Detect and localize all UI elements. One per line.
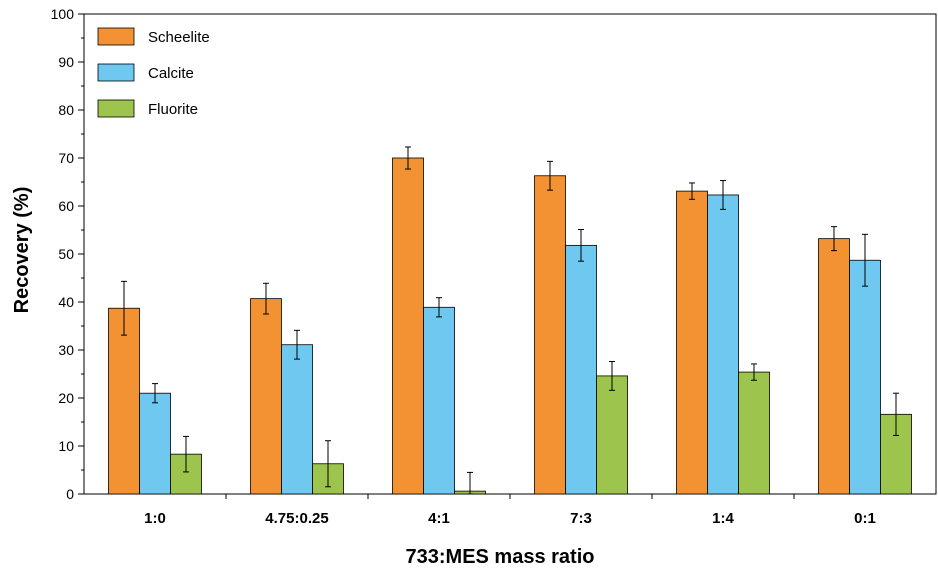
bar-scheelite xyxy=(534,175,566,495)
bar-calcite xyxy=(281,344,313,495)
y-tick-label: 100 xyxy=(51,6,75,22)
bar-fluorite xyxy=(738,371,770,495)
bar-calcite xyxy=(139,392,171,495)
x-tick-label: 4:1 xyxy=(428,510,450,527)
y-tick-label: 30 xyxy=(58,342,74,358)
y-tick-label: 50 xyxy=(58,246,74,262)
y-tick-label: 70 xyxy=(58,150,74,166)
legend-swatch-scheelite xyxy=(97,27,135,46)
bar-scheelite xyxy=(676,190,708,495)
legend-swatch-calcite xyxy=(97,63,135,82)
x-tick-label: 4.75:0.25 xyxy=(265,510,328,527)
legend-swatch-fluorite xyxy=(97,99,135,118)
y-tick-label: 40 xyxy=(58,294,74,310)
bar-fluorite xyxy=(596,375,628,495)
y-tick-label: 60 xyxy=(58,198,74,214)
x-axis-title: 733:MES mass ratio xyxy=(406,546,595,568)
y-tick-label: 80 xyxy=(58,102,74,118)
y-tick-label: 0 xyxy=(66,486,74,502)
bar-scheelite xyxy=(250,298,282,495)
bar-scheelite xyxy=(108,307,140,495)
bar-scheelite xyxy=(392,157,424,495)
legend-label-fluorite: Fluorite xyxy=(148,101,198,118)
bar-calcite xyxy=(849,259,881,495)
bar-calcite xyxy=(423,306,455,495)
x-tick-label: 0:1 xyxy=(854,510,876,527)
plot-frame xyxy=(83,13,937,495)
y-tick-label: 20 xyxy=(58,390,74,406)
y-tick-label: 90 xyxy=(58,54,74,70)
y-axis-title: Recovery (%) xyxy=(11,187,33,314)
plot-area: 0 10 20 30 40 50 60 70 80 90 100 1:0 4.75:0.25 4:1 7:3… xyxy=(51,6,937,527)
y-tick-label: 10 xyxy=(58,438,74,454)
legend-label-scheelite: Scheelite xyxy=(148,29,210,46)
bar-calcite xyxy=(565,244,597,495)
x-tick-label: 7:3 xyxy=(570,510,592,527)
bar-calcite xyxy=(707,194,739,495)
bar-scheelite xyxy=(818,238,850,495)
x-tick-label: 1:0 xyxy=(144,510,166,527)
legend-label-calcite: Calcite xyxy=(148,65,194,82)
x-tick-label: 1:4 xyxy=(712,510,734,527)
